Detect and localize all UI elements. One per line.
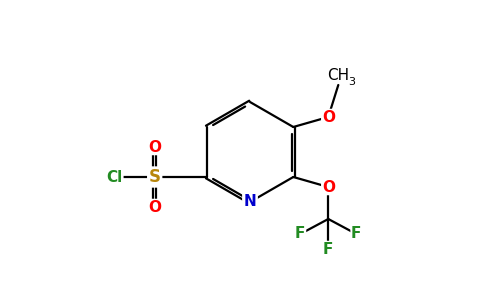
Text: F: F — [351, 226, 362, 242]
Text: 3: 3 — [348, 77, 355, 87]
Text: O: O — [322, 179, 335, 194]
Text: O: O — [322, 110, 335, 124]
Text: O: O — [148, 140, 161, 154]
Text: F: F — [323, 242, 333, 256]
Text: CH: CH — [327, 68, 349, 83]
Text: O: O — [148, 200, 161, 214]
Text: S: S — [149, 168, 161, 186]
Text: Cl: Cl — [106, 169, 123, 184]
Text: F: F — [295, 226, 305, 242]
Text: N: N — [243, 194, 257, 209]
